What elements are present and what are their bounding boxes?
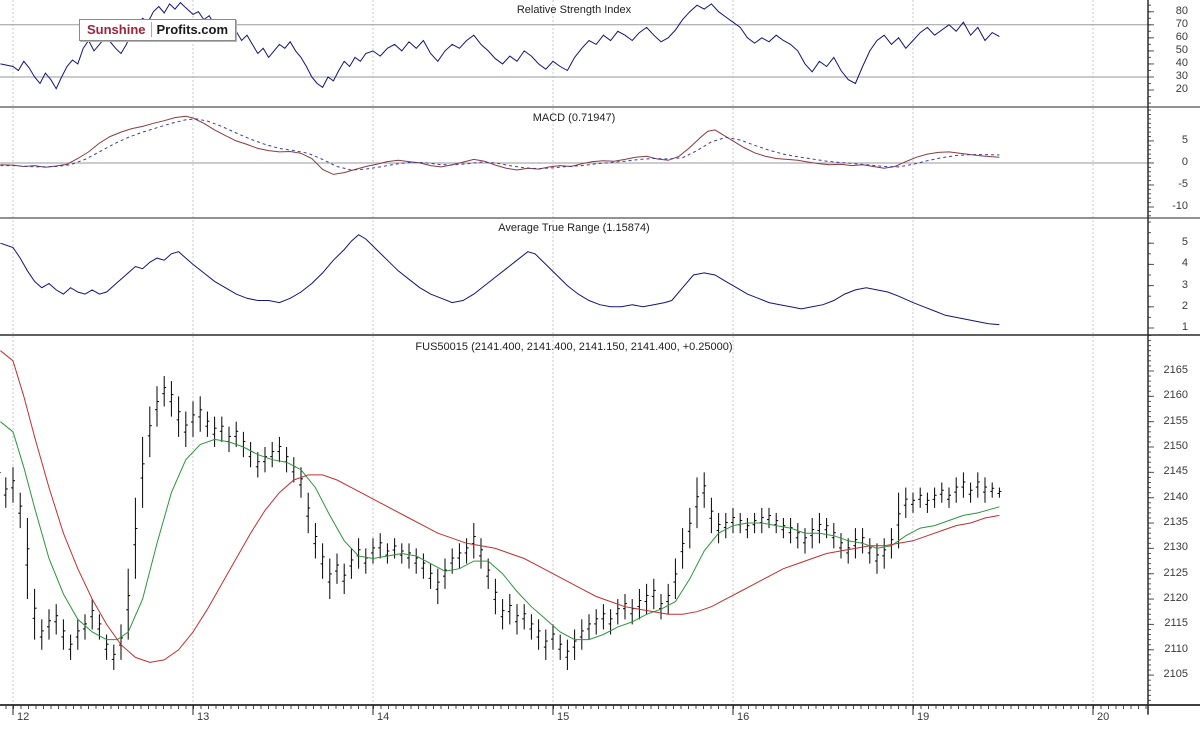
y-tick-label: 2120 <box>1163 592 1188 605</box>
y-tick-label: 5 <box>1181 236 1188 249</box>
x-axis-label: 14 <box>377 711 390 723</box>
logo: Sunshine Profits.com <box>79 19 237 41</box>
y-tick-label: 2145 <box>1163 465 1188 478</box>
y-tick-label: 4 <box>1181 257 1188 270</box>
y-tick-label: 2135 <box>1163 516 1188 529</box>
y-tick-label: -5 <box>1178 177 1188 190</box>
x-axis-label: 13 <box>197 711 210 723</box>
rsi-title: Relative Strength Index <box>516 4 632 16</box>
x-axis-label: 12 <box>17 711 30 723</box>
y-tick-label: 20 <box>1175 83 1188 96</box>
logo-sunshine: Sunshine <box>87 22 152 37</box>
x-axis-label: 15 <box>557 711 570 723</box>
y-tick-label: 70 <box>1175 17 1188 30</box>
y-tick-label: 5 <box>1181 133 1188 146</box>
y-tick-label: 2110 <box>1164 642 1188 655</box>
y-tick-label: 0 <box>1181 155 1188 168</box>
y-tick-label: 2140 <box>1163 490 1188 503</box>
x-axis-label: 16 <box>737 711 750 723</box>
y-tick-label: 60 <box>1175 30 1188 43</box>
y-tick-label: -10 <box>1172 199 1188 212</box>
y-tick-label: 2150 <box>1163 440 1188 452</box>
x-axis-label: 20 <box>1097 711 1110 723</box>
macd-title: MACD (0.71947) <box>532 112 616 124</box>
y-tick-label: 2155 <box>1163 414 1188 427</box>
y-tick-label: 50 <box>1175 43 1188 56</box>
y-tick-label: 2105 <box>1163 668 1188 681</box>
y-tick-label: 30 <box>1175 69 1188 82</box>
atr-title: Average True Range (1.15874) <box>498 222 650 234</box>
y-tick-label: 1 <box>1181 321 1188 333</box>
logo-profits: Profits.com <box>156 22 229 37</box>
y-tick-label: 2160 <box>1163 389 1188 402</box>
y-tick-label: 80 <box>1175 4 1188 17</box>
price-title: FUS50015 (2141.400, 2141.400, 2141.150, … <box>415 341 733 353</box>
y-tick-label: 2 <box>1181 299 1188 312</box>
y-tick-label: 2165 <box>1163 363 1188 376</box>
y-tick-label: 2115 <box>1164 617 1188 630</box>
y-tick-label: 40 <box>1175 56 1188 69</box>
y-tick-label: 2125 <box>1163 566 1188 579</box>
y-tick-label: 2130 <box>1163 541 1188 554</box>
x-axis-label: 19 <box>917 711 930 723</box>
y-tick-label: 3 <box>1181 278 1188 291</box>
